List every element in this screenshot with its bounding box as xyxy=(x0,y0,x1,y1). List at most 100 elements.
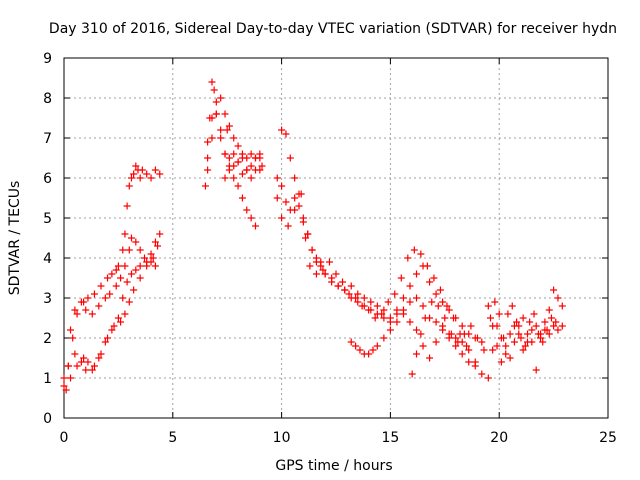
x-axis-label: GPS time / hours xyxy=(275,458,392,474)
data-point xyxy=(436,286,444,294)
data-point xyxy=(60,374,68,382)
data-point xyxy=(284,222,292,230)
data-point xyxy=(354,290,362,298)
data-point xyxy=(380,306,388,314)
data-point xyxy=(217,126,225,134)
data-point xyxy=(84,294,92,302)
data-point xyxy=(132,238,140,246)
data-point xyxy=(234,142,242,150)
data-point xyxy=(558,302,566,310)
data-point xyxy=(149,254,157,262)
data-point xyxy=(358,302,366,310)
data-point xyxy=(345,290,353,298)
data-point xyxy=(104,274,112,282)
data-point xyxy=(247,214,255,222)
data-point xyxy=(515,322,523,330)
data-point xyxy=(341,286,349,294)
data-point xyxy=(373,342,381,350)
series-trace-7 xyxy=(204,110,259,230)
data-point xyxy=(71,306,79,314)
data-point xyxy=(117,318,125,326)
data-point xyxy=(413,270,421,278)
data-point xyxy=(132,266,140,274)
y-axis-label: SDTVAR / TECUs xyxy=(7,181,23,296)
data-point xyxy=(278,126,286,134)
data-point xyxy=(502,350,510,358)
series-trace-11 xyxy=(273,190,471,350)
y-tick-label: 7 xyxy=(43,131,52,147)
data-point xyxy=(397,274,405,282)
data-point xyxy=(552,318,560,326)
data-point xyxy=(119,246,127,254)
series-trace-13 xyxy=(408,298,488,378)
data-point xyxy=(69,334,77,342)
data-point xyxy=(117,274,125,282)
data-point xyxy=(151,238,159,246)
data-point xyxy=(278,182,286,190)
data-point xyxy=(88,310,96,318)
data-point xyxy=(67,374,75,382)
data-point xyxy=(317,258,325,266)
series-trace-6 xyxy=(204,94,264,182)
data-point xyxy=(304,230,312,238)
data-point xyxy=(491,298,499,306)
data-point xyxy=(532,322,540,330)
data-point xyxy=(221,174,229,182)
data-point xyxy=(112,282,120,290)
y-tick-label: 1 xyxy=(43,371,52,387)
data-point xyxy=(347,338,355,346)
plot-frame xyxy=(63,57,609,419)
data-point xyxy=(421,314,429,322)
y-tick-label: 2 xyxy=(43,331,52,347)
data-point xyxy=(101,294,109,302)
data-point xyxy=(154,242,162,250)
data-point xyxy=(521,342,529,350)
data-point xyxy=(125,246,133,254)
data-point xyxy=(473,334,481,342)
data-point xyxy=(221,110,229,118)
data-point xyxy=(60,382,68,390)
data-point xyxy=(90,290,98,298)
data-point xyxy=(234,182,242,190)
data-point xyxy=(384,298,392,306)
data-point xyxy=(95,302,103,310)
data-point xyxy=(432,338,440,346)
data-point xyxy=(62,386,70,394)
data-point xyxy=(132,162,140,170)
data-point xyxy=(141,254,149,262)
data-point xyxy=(238,170,246,178)
data-point xyxy=(104,334,112,342)
data-point xyxy=(328,274,336,282)
gridlines xyxy=(64,58,608,418)
data-point xyxy=(519,346,527,354)
data-point xyxy=(151,166,159,174)
data-point xyxy=(82,366,90,374)
data-point xyxy=(417,250,425,258)
data-point xyxy=(64,362,72,370)
data-point xyxy=(273,174,281,182)
data-point xyxy=(495,310,503,318)
data-point xyxy=(500,334,508,342)
data-point xyxy=(352,342,360,350)
data-point xyxy=(378,310,386,318)
data-point xyxy=(97,350,105,358)
data-point xyxy=(510,338,518,346)
data-point xyxy=(334,282,342,290)
data-point xyxy=(539,338,547,346)
data-point xyxy=(212,110,220,118)
data-point xyxy=(489,346,497,354)
series-trace-15 xyxy=(484,314,566,382)
y-tick-label: 5 xyxy=(43,211,52,227)
data-point xyxy=(221,150,229,158)
data-point xyxy=(121,230,129,238)
data-point xyxy=(452,334,460,342)
data-point xyxy=(67,326,75,334)
data-point xyxy=(458,350,466,358)
data-point xyxy=(299,214,307,222)
series-trace-12 xyxy=(347,310,479,370)
data-point xyxy=(478,370,486,378)
data-point xyxy=(225,154,233,162)
data-point xyxy=(523,330,531,338)
data-point xyxy=(121,262,129,270)
